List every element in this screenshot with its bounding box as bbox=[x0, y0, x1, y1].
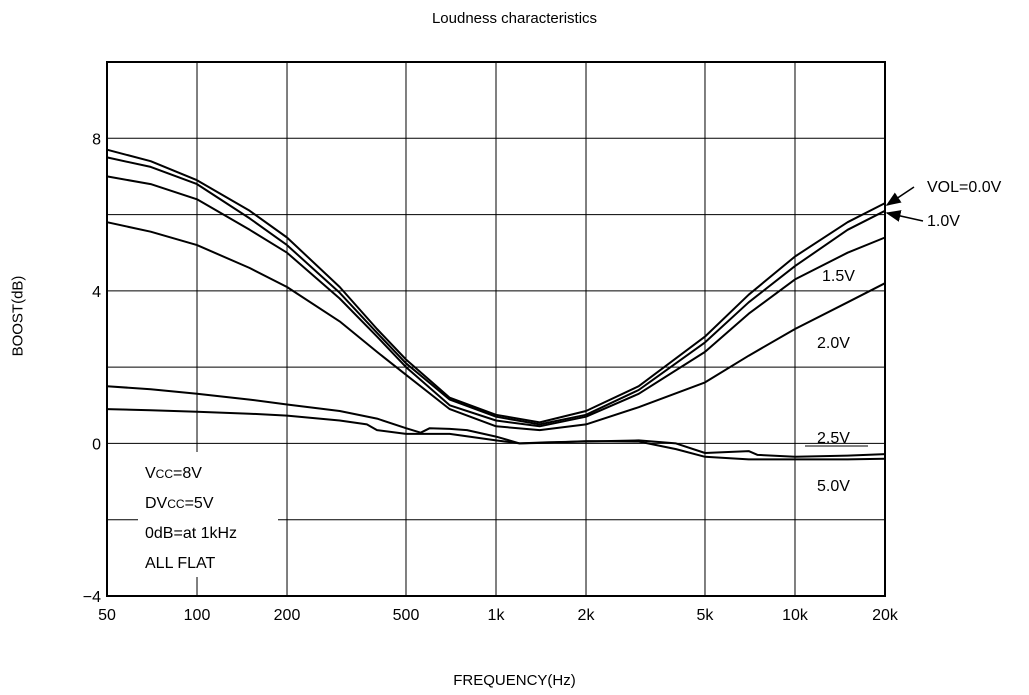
annotation-text: V bbox=[145, 465, 156, 482]
tick-labels: 50 100 200 500 1k 2k 5k 10k 20k −4 0 4 8 bbox=[83, 131, 899, 624]
series-label: 2.0V bbox=[817, 335, 850, 352]
series-label: VOL=0.0V bbox=[927, 179, 1002, 196]
series-line bbox=[106, 221, 886, 432]
annotation-subscript: CC bbox=[167, 497, 185, 511]
series-lines bbox=[106, 148, 886, 461]
y-tick-label: 8 bbox=[92, 131, 101, 148]
x-tick-label: 500 bbox=[393, 607, 420, 624]
x-axis-label: FREQUENCY(Hz) bbox=[453, 672, 576, 689]
plot-frame bbox=[106, 61, 886, 597]
series-line bbox=[106, 148, 886, 424]
series-line bbox=[106, 408, 886, 461]
series-label-arrow bbox=[885, 186, 915, 206]
x-tick-label: 2k bbox=[578, 607, 596, 624]
annotation-text: ALL FLAT bbox=[145, 555, 215, 572]
x-tick-label: 50 bbox=[98, 607, 116, 624]
series-label: 1.0V bbox=[927, 213, 960, 230]
annotation-background bbox=[138, 452, 278, 577]
x-tick-label: 5k bbox=[697, 607, 715, 624]
x-tick-label: 10k bbox=[782, 607, 809, 624]
annotation-line: DVCC=5V bbox=[145, 495, 214, 512]
annotation-line: VCC=8V bbox=[145, 465, 202, 482]
chart-title: Loudness characteristics bbox=[431, 10, 598, 27]
annotation-text: =5V bbox=[185, 495, 214, 512]
x-tick-label: 1k bbox=[488, 607, 506, 624]
series-label-arrow bbox=[885, 210, 924, 222]
y-tick-label: 4 bbox=[92, 284, 101, 301]
annotation-text: DV bbox=[145, 495, 168, 512]
annotation-subscript: CC bbox=[156, 467, 174, 481]
annotation-text: 0dB=at 1kHz bbox=[145, 525, 237, 542]
series-line bbox=[106, 175, 886, 428]
annotation-line: 0dB=at 1kHz bbox=[145, 525, 237, 542]
series-labels: VOL=0.0V 1.0V 1.5V 2.0V 2.5V 5.0V bbox=[805, 179, 1002, 495]
x-tick-label: 200 bbox=[274, 607, 301, 624]
series-line bbox=[106, 385, 886, 458]
series-line bbox=[106, 156, 886, 426]
x-tick-label: 100 bbox=[184, 607, 211, 624]
grid-lines bbox=[107, 62, 885, 596]
series-label: 2.5V bbox=[817, 430, 850, 447]
series-label: 1.5V bbox=[822, 268, 855, 285]
y-tick-label: −4 bbox=[83, 589, 101, 606]
x-tick-label: 20k bbox=[872, 607, 899, 624]
y-tick-label: 0 bbox=[92, 436, 101, 453]
annotation-line: ALL FLAT bbox=[145, 555, 215, 572]
annotation-text: =8V bbox=[173, 465, 202, 482]
series-label: 5.0V bbox=[817, 478, 850, 495]
